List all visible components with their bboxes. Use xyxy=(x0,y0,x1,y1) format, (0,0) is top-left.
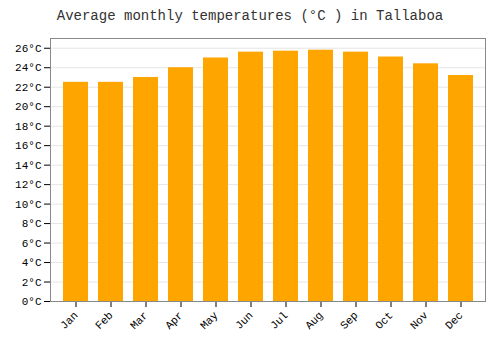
svg-text:Jun: Jun xyxy=(233,309,255,331)
svg-text:Feb: Feb xyxy=(93,309,115,331)
svg-text:2°C: 2°C xyxy=(22,277,42,289)
svg-text:6°C: 6°C xyxy=(22,238,42,250)
svg-text:Apr: Apr xyxy=(163,309,185,331)
svg-text:Aug: Aug xyxy=(303,309,325,331)
svg-text:Nov: Nov xyxy=(408,309,431,332)
svg-text:18°C: 18°C xyxy=(15,121,42,133)
svg-text:26°C: 26°C xyxy=(15,43,42,55)
svg-text:10°C: 10°C xyxy=(15,199,42,211)
svg-text:Oct: Oct xyxy=(373,309,395,331)
svg-text:Jan: Jan xyxy=(58,309,80,331)
svg-text:0°C: 0°C xyxy=(22,296,42,308)
svg-text:16°C: 16°C xyxy=(15,140,42,152)
svg-text:Jul: Jul xyxy=(268,309,290,331)
svg-text:Sep: Sep xyxy=(338,309,360,331)
svg-text:20°C: 20°C xyxy=(15,101,42,113)
svg-text:Dec: Dec xyxy=(443,309,465,331)
svg-text:24°C: 24°C xyxy=(15,62,42,74)
svg-text:12°C: 12°C xyxy=(15,179,42,191)
svg-text:May: May xyxy=(198,309,221,332)
svg-text:22°C: 22°C xyxy=(15,82,42,94)
html-text:Average monthly temperatures (: Average monthly temperatures (°C ) in Ta… xyxy=(56,8,444,24)
svg-text:Mar: Mar xyxy=(128,309,150,331)
svg-text:4°C: 4°C xyxy=(22,257,42,269)
svg-text:14°C: 14°C xyxy=(15,160,42,172)
svg-text:8°C: 8°C xyxy=(22,218,42,230)
